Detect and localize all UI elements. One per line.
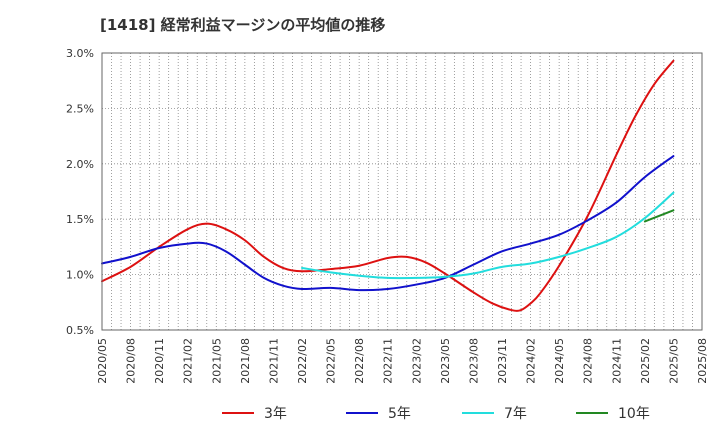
y-tick-label: 1.0%: [66, 269, 94, 282]
plot-area: [102, 53, 702, 330]
x-tick-label: 2023/11: [496, 338, 509, 384]
x-tick-label: 2020/08: [125, 338, 138, 384]
x-tick-label: 2023/08: [467, 338, 480, 384]
legend-label: 5年: [388, 406, 411, 422]
x-tick-label: 2021/02: [182, 338, 195, 384]
x-tick-label: 2022/08: [353, 338, 366, 384]
x-tick-label: 2021/05: [210, 338, 223, 384]
x-tick-label: 2023/02: [410, 338, 423, 384]
chart-title: [1418] 経常利益マージンの平均値の推移: [100, 16, 386, 34]
y-tick-label: 1.5%: [66, 213, 94, 226]
x-tick-label: 2025/05: [667, 338, 680, 384]
x-tick-label: 2023/05: [439, 338, 452, 384]
series-line-2: [101, 155, 675, 292]
x-tick-label: 2024/02: [525, 338, 538, 384]
series-line-1: [101, 59, 675, 312]
x-tick-label: 2022/02: [296, 338, 309, 384]
x-tick-label: 2024/08: [582, 338, 595, 384]
y-tick-label: 3.0%: [66, 47, 94, 60]
x-tick-label: 2020/11: [153, 338, 166, 384]
grid: [101, 52, 703, 331]
x-tick-label: 2020/05: [96, 338, 109, 384]
x-tick-label: 2021/11: [267, 338, 280, 384]
y-tick-label: 2.0%: [66, 158, 94, 171]
legend-label: 3年: [264, 406, 287, 422]
axes: 0.5% 1.0% 1.5% 2.0% 2.5% 3.0% 2020/05 2020/08 20…: [66, 47, 709, 384]
series-lines: [101, 59, 675, 312]
x-tick-label: 2021/08: [239, 338, 252, 384]
legend-label: 7年: [504, 406, 527, 422]
x-tick-label: 2022/11: [382, 338, 395, 384]
x-tick-label: 2025/08: [696, 338, 709, 384]
series-line-3: [301, 191, 675, 280]
x-tick-label: 2024/05: [553, 338, 566, 384]
series-line-4: [643, 209, 675, 223]
x-tick-label: 2025/02: [639, 338, 652, 384]
y-tick-label: 0.5%: [66, 324, 94, 337]
plot-frame: [101, 52, 703, 331]
x-tick-label: 2024/11: [610, 338, 623, 384]
legend: 3年 5年 7年 10年: [222, 406, 650, 422]
legend-label: 10年: [618, 406, 650, 422]
y-tick-label: 2.5%: [66, 102, 94, 115]
x-tick-label: 2022/05: [325, 338, 338, 384]
